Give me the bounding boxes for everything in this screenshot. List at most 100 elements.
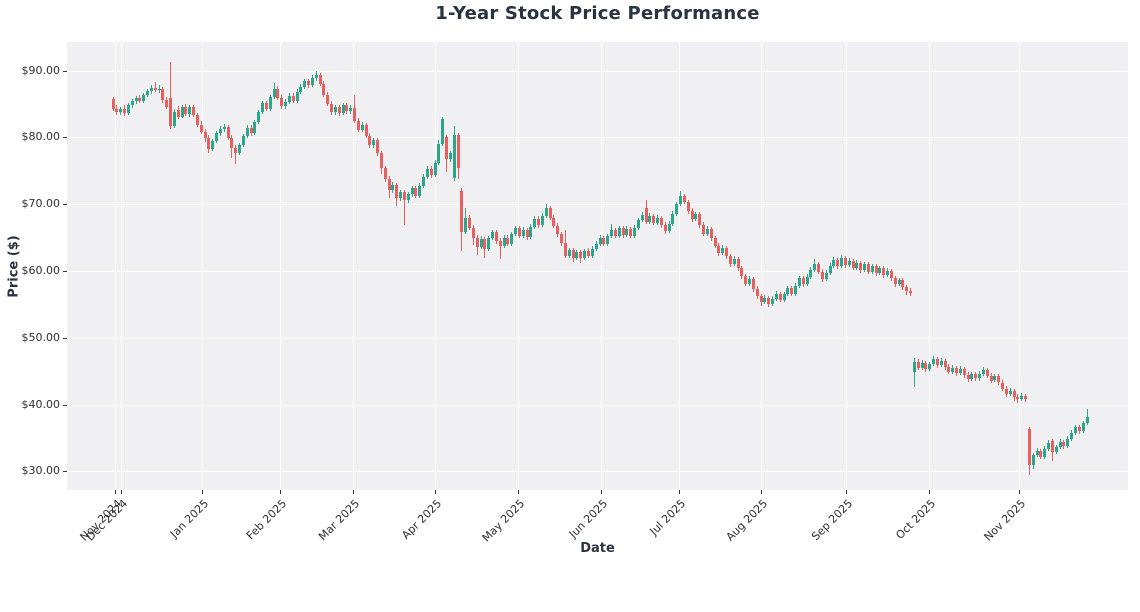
candle-up bbox=[341, 105, 345, 114]
candle-down bbox=[985, 369, 989, 376]
candle-up bbox=[828, 265, 832, 273]
candle-down bbox=[836, 259, 840, 267]
candle-down bbox=[138, 98, 142, 101]
candle-up bbox=[886, 271, 890, 275]
candle-up bbox=[633, 227, 636, 237]
x-tick-mark bbox=[761, 490, 762, 494]
candle-down bbox=[1024, 395, 1028, 400]
candle-up bbox=[491, 232, 495, 239]
candle-up bbox=[978, 373, 982, 379]
candle-down bbox=[165, 100, 169, 107]
x-tick-mark bbox=[518, 490, 519, 494]
candle-up bbox=[349, 108, 353, 112]
v-gridline bbox=[1019, 42, 1020, 490]
candle-up bbox=[594, 243, 598, 249]
candle-up bbox=[180, 107, 184, 117]
candle-down bbox=[395, 184, 399, 199]
y-tick-mark bbox=[63, 471, 67, 472]
candle-down bbox=[414, 188, 418, 197]
v-gridline bbox=[846, 42, 847, 490]
candle-up bbox=[448, 153, 452, 159]
candle-up bbox=[502, 237, 506, 247]
candle-up bbox=[1054, 447, 1058, 452]
candle-down bbox=[874, 266, 878, 273]
candle-down bbox=[663, 224, 667, 231]
candle-up bbox=[648, 215, 652, 222]
y-tick-label: $70.00 bbox=[21, 197, 61, 210]
candle-up bbox=[1008, 390, 1012, 394]
candle-up bbox=[268, 97, 272, 109]
candle-down bbox=[318, 75, 322, 85]
candle-up bbox=[606, 236, 610, 245]
candle-up bbox=[418, 185, 422, 197]
y-tick-mark bbox=[63, 405, 67, 406]
h-gridline bbox=[67, 338, 1128, 339]
candle-up bbox=[1035, 450, 1039, 456]
candle-wick bbox=[154, 82, 156, 93]
candle-up bbox=[295, 92, 299, 101]
candle-up bbox=[299, 86, 303, 93]
candle-down bbox=[111, 98, 115, 109]
candle-up bbox=[771, 299, 775, 304]
candle-up bbox=[479, 238, 483, 247]
candle-up bbox=[529, 226, 533, 237]
candle-down bbox=[517, 228, 521, 236]
v-gridline bbox=[929, 42, 930, 490]
candle-down bbox=[468, 217, 472, 228]
candle-up bbox=[1043, 448, 1047, 457]
candle-down bbox=[525, 229, 529, 237]
candle-down bbox=[702, 224, 706, 234]
candle-up bbox=[441, 119, 445, 145]
candle-wick bbox=[499, 238, 501, 259]
candle-up bbox=[218, 128, 222, 134]
candle-up bbox=[287, 96, 291, 103]
candle-up bbox=[640, 214, 644, 221]
y-tick-label: $30.00 bbox=[21, 464, 61, 477]
candle-down bbox=[686, 202, 690, 211]
candle-down bbox=[1077, 427, 1081, 432]
candle-down bbox=[1050, 440, 1054, 452]
candle-up bbox=[863, 264, 867, 271]
candle-up bbox=[809, 269, 813, 278]
candle-down bbox=[402, 192, 406, 201]
candle-down bbox=[924, 363, 928, 370]
candle-up bbox=[238, 144, 242, 154]
candle-up bbox=[303, 81, 307, 87]
candle-down bbox=[989, 375, 993, 381]
candle-up bbox=[870, 266, 874, 272]
candle-up bbox=[932, 359, 936, 365]
candle-down bbox=[471, 227, 475, 238]
candle-up bbox=[1081, 423, 1085, 432]
candle-down bbox=[709, 228, 713, 239]
candle-up bbox=[222, 126, 226, 129]
candle-down bbox=[974, 374, 978, 379]
candle-down bbox=[460, 190, 464, 232]
candle-up bbox=[920, 363, 924, 368]
candle-down bbox=[698, 214, 702, 225]
candle-up bbox=[1020, 395, 1024, 399]
candle-down bbox=[659, 217, 663, 225]
candle-down bbox=[621, 228, 625, 235]
candle-down bbox=[859, 262, 863, 271]
candle-down bbox=[882, 268, 886, 275]
candle-up bbox=[567, 250, 571, 256]
candle-down bbox=[291, 96, 295, 101]
candle-down bbox=[905, 287, 909, 292]
y-axis-title: Price ($) bbox=[6, 235, 22, 298]
candle-up bbox=[464, 217, 468, 232]
candle-up bbox=[805, 277, 809, 285]
y-tick-mark bbox=[63, 204, 67, 205]
candle-down bbox=[560, 234, 564, 243]
candle-up bbox=[360, 124, 364, 131]
candle-down bbox=[563, 242, 567, 256]
candle-up bbox=[215, 133, 219, 141]
candle-up bbox=[656, 217, 660, 223]
candle-up bbox=[333, 106, 337, 113]
candle-down bbox=[613, 229, 617, 236]
candle-up bbox=[813, 263, 817, 270]
candlestick-chart: 1-Year Stock Price Performance $30.00 $40… bbox=[6, 3, 1128, 556]
candle-down bbox=[1012, 390, 1016, 397]
candle-down bbox=[644, 207, 648, 222]
candle-up bbox=[1085, 416, 1089, 424]
candle-down bbox=[586, 250, 590, 257]
